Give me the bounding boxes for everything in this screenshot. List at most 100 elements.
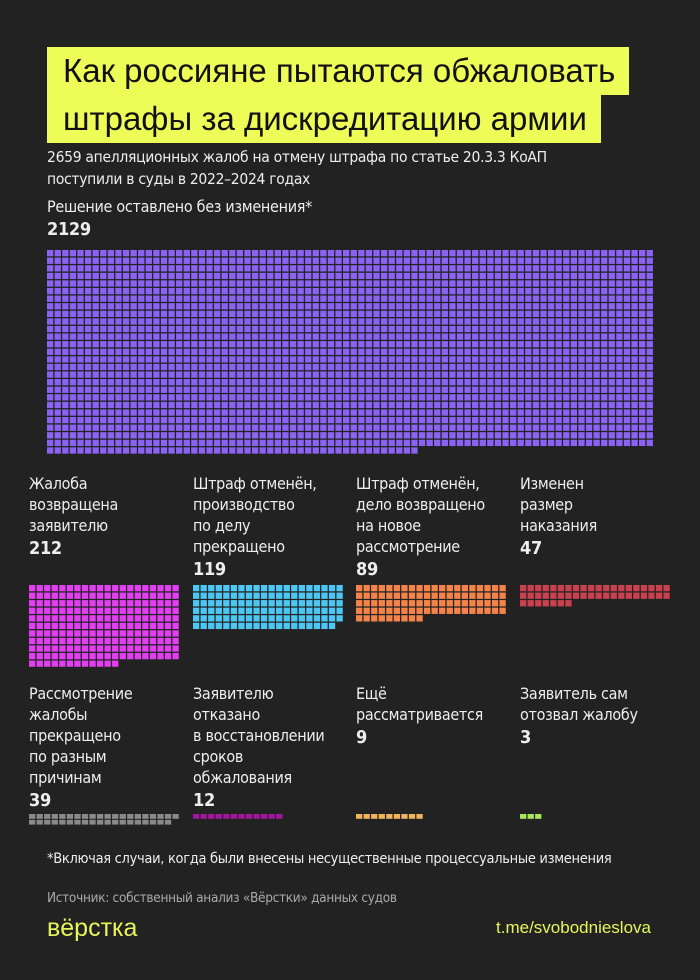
waffle-cell [142,814,149,819]
waffle-cell [593,394,600,401]
waffle-cell [646,318,653,325]
logo: вёрстка [47,914,137,943]
waffle-cell [570,394,578,401]
waffle-cell [297,333,304,340]
waffle-cell [221,325,228,333]
waffle-cell [176,371,183,378]
waffle-cell [244,272,251,280]
waffle-cell [29,645,36,652]
waffle-cell [92,265,99,272]
waffle-cell [386,585,393,592]
waffle-cell [502,280,509,287]
waffle-cell [183,280,190,287]
waffle-cell [335,447,342,454]
waffle-cell [623,303,631,310]
waffle-cell [396,439,403,447]
waffle-cell [134,645,141,652]
waffle-cell [358,356,365,363]
waffle-cell [198,356,206,363]
waffle-cell [494,363,502,371]
waffle-cell [193,592,200,599]
waffle-cell [555,371,562,378]
waffle-cell [122,409,130,416]
waffle-cell [487,310,494,318]
waffle-cell [557,592,565,599]
waffle-cell [502,257,509,264]
waffle-cell [631,424,638,431]
waffle-cell [77,439,84,447]
waffle-cell [168,303,175,310]
waffle-cell [191,287,198,295]
waffle-cell [251,416,259,424]
waffle-cell [563,257,570,264]
waffle-cell [36,592,43,599]
waffle-cell [213,272,221,280]
waffle-cell [532,272,540,280]
waffle-cell [100,439,107,447]
category-label-line: причинам [29,768,102,787]
waffle-cell [456,257,464,264]
waffle-cell [260,615,268,622]
waffle-cell [149,585,157,592]
waffle-cell [198,424,206,431]
waffle-cell [631,333,638,340]
waffle-cell [267,409,274,416]
waffle-cell [517,401,524,409]
waffle-cell [434,310,441,318]
waffle-cell [378,615,385,622]
waffle-cell [160,447,168,454]
waffle-cell [297,250,304,257]
waffle-cell [358,424,365,431]
category-value: 119 [193,559,226,580]
category-value: 89 [356,559,378,580]
waffle-cell [365,386,373,393]
waffle-cell [570,341,578,348]
waffle-cell [608,272,615,280]
waffle-cell [532,424,540,431]
waffle-cell [153,432,160,439]
waffle-cell [245,814,253,819]
waffle-cell [423,585,431,592]
waffle-cell [555,310,562,318]
waffle-cell [289,394,297,401]
waffle-cell [130,325,137,333]
waffle-cell [593,318,600,325]
waffle-cell [456,394,464,401]
waffle-cell [104,645,111,652]
waffle-cell [164,652,172,660]
waffle-cell [479,424,486,431]
waffle-cell [616,348,623,355]
waffle-cell [396,409,403,416]
telegram-link[interactable]: t.me/svobodnieslova [496,918,651,937]
waffle-cell [282,318,289,325]
waffle-cell [601,401,608,409]
waffle-cell [639,295,646,302]
waffle-cell [267,257,274,264]
waffle-cell [585,250,593,257]
waffle-cell [138,287,145,295]
waffle-cell [104,819,111,825]
waffle-cell [62,356,69,363]
waffle-cell [259,280,266,287]
waffle-cell [236,394,244,401]
waffle-cell [47,295,54,302]
waffle-cell [365,333,373,340]
waffle-cell [44,814,51,819]
waffle-cell [215,585,222,592]
waffle-cell [244,432,251,439]
waffle-cell [563,439,570,447]
waffle-cell [47,257,54,264]
waffle-cell [206,394,213,401]
waffle-cell [320,409,327,416]
waffle-cell [350,409,357,416]
waffle-cell [403,386,411,393]
waffle-cell [176,394,183,401]
waffle-cell [297,272,304,280]
waffle-cell [540,356,547,363]
waffle-cell [282,386,289,393]
waffle-cell [547,250,555,257]
waffle-cell [274,409,281,416]
waffle-cell [297,310,304,318]
waffle-cell [172,585,179,592]
waffle-cell [509,424,517,431]
